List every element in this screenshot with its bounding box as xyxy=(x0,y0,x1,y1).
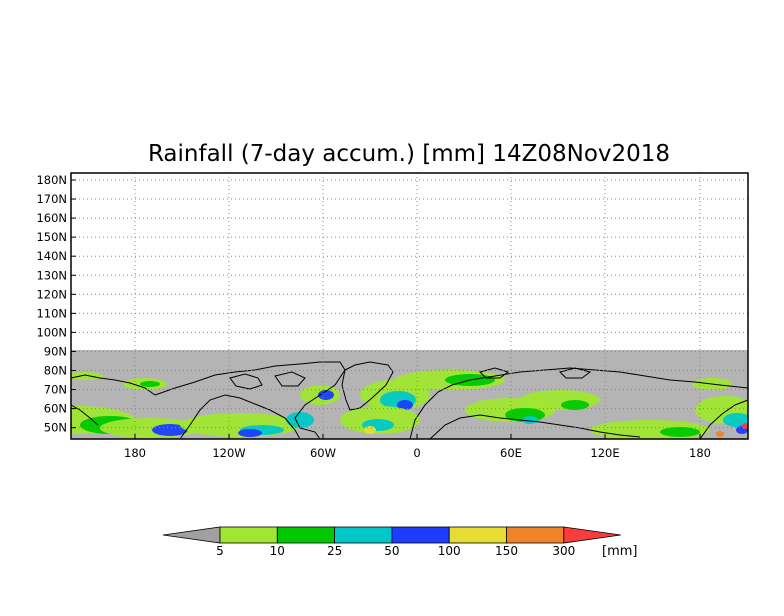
rain-patch xyxy=(561,400,589,410)
rain-patch xyxy=(723,413,748,427)
colorbar-segment xyxy=(276,526,335,544)
rain-patch xyxy=(71,372,103,380)
map-panel xyxy=(70,172,749,440)
longitude-labels: 180 120W 60W 0 60E 120E 180 xyxy=(124,446,711,460)
lat-label: 150N xyxy=(36,230,67,244)
rain-patch xyxy=(238,429,262,437)
lon-label: 120E xyxy=(590,446,619,460)
colorbar-tick-label: 100 xyxy=(438,544,461,558)
rain-patch xyxy=(522,416,538,424)
lat-label: 50N xyxy=(44,421,67,435)
rain-patch xyxy=(140,381,160,387)
lat-label: 120N xyxy=(36,287,67,301)
colorbar-tick-label: 10 xyxy=(270,544,285,558)
map-frame xyxy=(70,172,749,440)
colorbar-tick-label: 150 xyxy=(495,544,518,558)
colorbar-segment xyxy=(391,526,450,544)
lon-label: 60W xyxy=(310,446,336,460)
colorbar-tick-label: 25 xyxy=(327,544,342,558)
rain-patch xyxy=(716,431,724,437)
colorbar-segment xyxy=(448,526,507,544)
rain-patch xyxy=(660,427,700,437)
lat-label: 180N xyxy=(36,173,67,187)
lon-label: 180 xyxy=(124,446,146,460)
colorbar-unit: [mm] xyxy=(602,544,637,559)
latitude-labels: 180N 170N 160N 150N 140N 130N 120N 110N 100N 90N 8… xyxy=(36,173,67,435)
colorbar-tick-label: 50 xyxy=(384,544,399,558)
lat-label: 160N xyxy=(36,211,67,225)
rain-patch xyxy=(318,390,334,400)
lat-label: 90N xyxy=(44,344,67,358)
colorbar-segment xyxy=(334,526,393,544)
lat-label: 130N xyxy=(36,268,67,282)
colorbar-segment xyxy=(506,526,565,544)
colorbar-lower-arrow xyxy=(162,526,221,544)
lat-label: 140N xyxy=(36,249,67,263)
colorbar-segment xyxy=(219,526,278,544)
graticule xyxy=(71,173,748,439)
rain-patch xyxy=(397,400,413,410)
colorbar-tick-label: 300 xyxy=(552,544,575,558)
rain-patch xyxy=(152,424,188,436)
lat-label: 100N xyxy=(36,325,67,339)
lon-label: 60E xyxy=(500,446,522,460)
colorbar-tick-label: 5 xyxy=(216,544,224,558)
lon-label: 180 xyxy=(689,446,711,460)
rain-patch xyxy=(286,412,314,428)
coastlines xyxy=(70,361,749,440)
rain-patch xyxy=(520,390,600,410)
colorbar-upper-arrow xyxy=(563,526,621,544)
colorbar: 5 10 25 50 100 150 300 [mm] xyxy=(162,526,637,559)
lon-label: 0 xyxy=(413,446,420,460)
lat-label: 70N xyxy=(44,383,67,397)
lat-label: 110N xyxy=(36,306,67,320)
lat-label: 60N xyxy=(44,402,67,416)
lat-label: 80N xyxy=(44,364,67,378)
rain-patch xyxy=(364,426,376,434)
lat-label: 170N xyxy=(36,192,67,206)
map-title: Rainfall (7-day accum.) [mm] 14Z08Nov201… xyxy=(148,141,670,167)
lon-label: 120W xyxy=(212,446,245,460)
